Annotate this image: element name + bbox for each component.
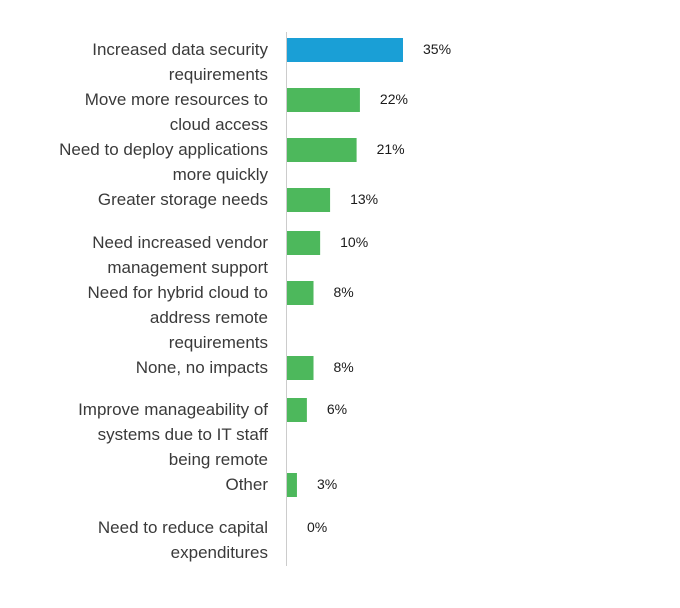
category-label-line: cloud access bbox=[170, 115, 268, 134]
category-label-line: Need to reduce capital bbox=[98, 518, 268, 537]
category-label-line: more quickly bbox=[173, 165, 269, 184]
value-label: 13% bbox=[350, 191, 378, 207]
bar bbox=[287, 88, 360, 112]
value-label: 10% bbox=[340, 234, 368, 250]
bar bbox=[287, 38, 403, 62]
bar bbox=[287, 281, 314, 305]
category-label-line: management support bbox=[107, 258, 268, 277]
category-label-line: Greater storage needs bbox=[98, 190, 268, 209]
category-label-line: Move more resources to bbox=[85, 90, 268, 109]
category-label: Move more resources to cloud access bbox=[85, 90, 268, 134]
value-label: 35% bbox=[423, 41, 451, 57]
category-label-line: Increased data security bbox=[92, 40, 268, 59]
category-label-line: None, no impacts bbox=[136, 358, 268, 377]
category-label: Need increased vendor management support bbox=[92, 233, 268, 277]
bar bbox=[287, 188, 331, 212]
category-label-line: requirements bbox=[169, 65, 268, 84]
category-labels: Increased data security requirements Move … bbox=[59, 40, 268, 562]
category-label-line: expenditures bbox=[171, 543, 268, 562]
value-label: 6% bbox=[327, 401, 347, 417]
bars bbox=[287, 38, 403, 497]
value-label: 22% bbox=[380, 91, 408, 107]
category-label: Need for hybrid cloud to address remote re… bbox=[88, 283, 269, 352]
value-label: 8% bbox=[334, 284, 354, 300]
category-label: Need to deploy applications more quickly bbox=[59, 140, 268, 184]
category-label-line: Other bbox=[225, 475, 268, 494]
category-label: Improve manageability of systems due to I… bbox=[78, 400, 268, 469]
category-label-line: systems due to IT staff bbox=[98, 425, 269, 444]
value-label: 0% bbox=[307, 519, 327, 535]
value-label: 3% bbox=[317, 476, 337, 492]
category-label: Other bbox=[225, 475, 268, 494]
bar bbox=[287, 473, 297, 497]
category-label-line: Need for hybrid cloud to bbox=[88, 283, 269, 302]
value-labels: 35% 22% 21% 13% 10% 8% 8% 6% 3% 0% bbox=[307, 41, 451, 535]
category-label-line: being remote bbox=[169, 450, 268, 469]
category-label: None, no impacts bbox=[136, 358, 268, 377]
category-label-line: Need increased vendor bbox=[92, 233, 268, 252]
bar bbox=[287, 356, 314, 380]
value-label: 8% bbox=[334, 359, 354, 375]
value-label: 21% bbox=[377, 141, 405, 157]
category-label-line: address remote bbox=[150, 308, 268, 327]
category-label: Greater storage needs bbox=[98, 190, 268, 209]
bar bbox=[287, 398, 307, 422]
category-label: Need to reduce capital expenditures bbox=[98, 518, 268, 562]
bar bbox=[287, 138, 357, 162]
category-label: Increased data security requirements bbox=[92, 40, 268, 84]
category-label-line: Need to deploy applications bbox=[59, 140, 268, 159]
category-label-line: requirements bbox=[169, 333, 268, 352]
category-label-line: Improve manageability of bbox=[78, 400, 268, 419]
bar bbox=[287, 231, 321, 255]
